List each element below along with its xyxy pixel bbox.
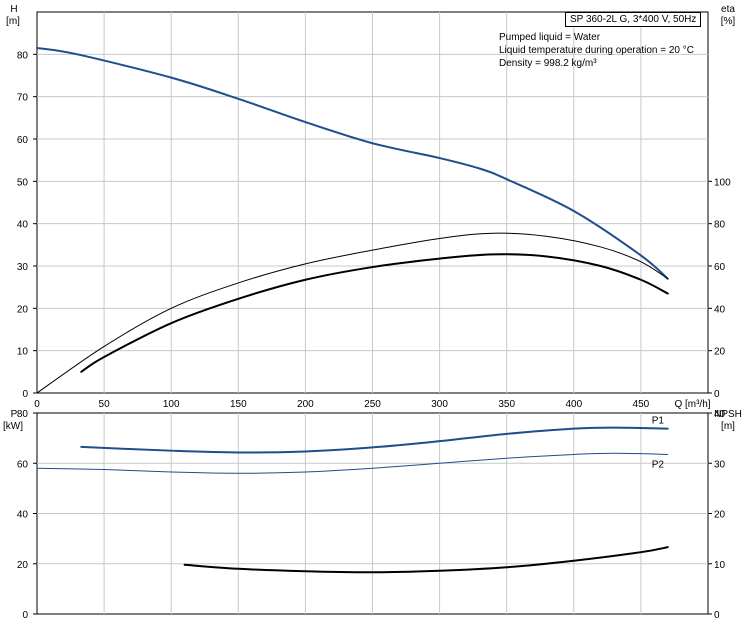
top-series-line-1 xyxy=(36,232,669,394)
bottom-series-line-1 xyxy=(36,452,669,474)
info-density: Density = 998.2 kg/m³ xyxy=(499,58,597,69)
top-y-left-label: [m] xyxy=(6,16,20,27)
top-y-left-tick-label: 40 xyxy=(17,220,29,231)
bottom-y-left-label: [kW] xyxy=(3,421,23,432)
pump-title-box: SP 360-2L G, 3*400 V, 50Hz xyxy=(565,12,702,27)
top-y-left-tick-label: 10 xyxy=(17,347,29,358)
top-y-right-tick-label: 40 xyxy=(714,304,726,315)
top-y-left-tick-label: 50 xyxy=(17,177,29,188)
top-series-line-0 xyxy=(36,46,669,280)
bottom-series-line-0 xyxy=(80,426,669,454)
top-y-left-tick-label: 80 xyxy=(17,50,29,61)
top-y-right-label: eta xyxy=(721,4,735,15)
bottom-series-line-2 xyxy=(183,546,669,574)
top-y-right-label: [%] xyxy=(721,16,736,27)
top-y-right-tick-label: 0 xyxy=(714,389,720,400)
top-series-line-2 xyxy=(80,253,669,373)
x-tick-label: 450 xyxy=(633,399,650,410)
top-y-right-tick-label: 60 xyxy=(714,262,726,273)
x-tick-label: 200 xyxy=(297,399,314,410)
bottom-y-right-label: [m] xyxy=(721,421,735,432)
top-y-left-tick-label: 70 xyxy=(17,93,29,104)
bottom-y-right-tick-label: 0 xyxy=(714,610,720,621)
bottom-y-left-tick-label: 0 xyxy=(22,610,28,621)
x-axis-label: Q [m³/h] xyxy=(674,399,710,410)
x-tick-label: 400 xyxy=(565,399,582,410)
x-tick-label: 0 xyxy=(34,399,40,410)
bottom-y-right-tick-label: 10 xyxy=(714,560,726,571)
top-y-left-tick-label: 60 xyxy=(17,135,29,146)
top-y-left-tick-label: 30 xyxy=(17,262,29,273)
series-label-p2: P2 xyxy=(652,459,665,470)
bottom-y-right-tick-label: 40 xyxy=(714,409,726,420)
series-label-p1: P1 xyxy=(652,416,665,427)
bottom-y-left-tick-label: 40 xyxy=(17,510,29,521)
top-y-right-tick-label: 80 xyxy=(714,220,726,231)
bottom-y-right-label: NPSH xyxy=(714,409,742,420)
bottom-y-left-tick-label: 80 xyxy=(17,409,29,420)
top-y-left-label: H xyxy=(10,4,17,15)
bottom-y-left-label: P xyxy=(11,409,18,420)
bottom-y-left-tick-label: 60 xyxy=(17,459,29,470)
top-y-left-tick-label: 0 xyxy=(22,389,28,400)
bottom-y-left-tick-label: 20 xyxy=(17,560,29,571)
x-tick-label: 300 xyxy=(431,399,448,410)
bottom-y-right-tick-label: 30 xyxy=(714,459,726,470)
x-tick-label: 350 xyxy=(498,399,515,410)
x-tick-label: 50 xyxy=(99,399,111,410)
bottom-y-right-tick-label: 20 xyxy=(714,510,726,521)
top-y-right-tick-label: 20 xyxy=(714,347,726,358)
info-pumped-liquid: Pumped liquid = Water xyxy=(499,32,601,43)
info-liquid-temperature: Liquid temperature during operation = 20… xyxy=(499,45,694,56)
top-y-right-tick-label: 100 xyxy=(714,177,731,188)
top-y-left-tick-label: 20 xyxy=(17,304,29,315)
x-tick-label: 100 xyxy=(163,399,180,410)
x-tick-label: 150 xyxy=(230,399,247,410)
x-tick-label: 250 xyxy=(364,399,381,410)
